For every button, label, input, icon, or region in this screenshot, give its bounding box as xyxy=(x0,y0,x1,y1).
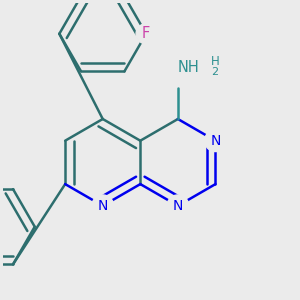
Text: N: N xyxy=(98,199,108,213)
Circle shape xyxy=(205,130,226,152)
Bar xyxy=(176,57,223,79)
Circle shape xyxy=(167,195,189,217)
Text: H: H xyxy=(211,55,220,68)
Circle shape xyxy=(136,24,156,44)
Circle shape xyxy=(92,195,114,217)
Text: F: F xyxy=(142,26,150,41)
Text: N: N xyxy=(173,199,183,213)
Text: 2: 2 xyxy=(211,67,218,77)
Text: NH: NH xyxy=(178,60,200,75)
Text: N: N xyxy=(210,134,221,148)
